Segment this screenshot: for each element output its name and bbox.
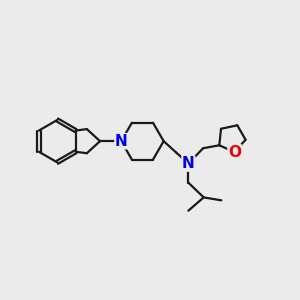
- Text: N: N: [182, 156, 195, 171]
- Text: N: N: [115, 134, 128, 149]
- Text: O: O: [228, 145, 241, 160]
